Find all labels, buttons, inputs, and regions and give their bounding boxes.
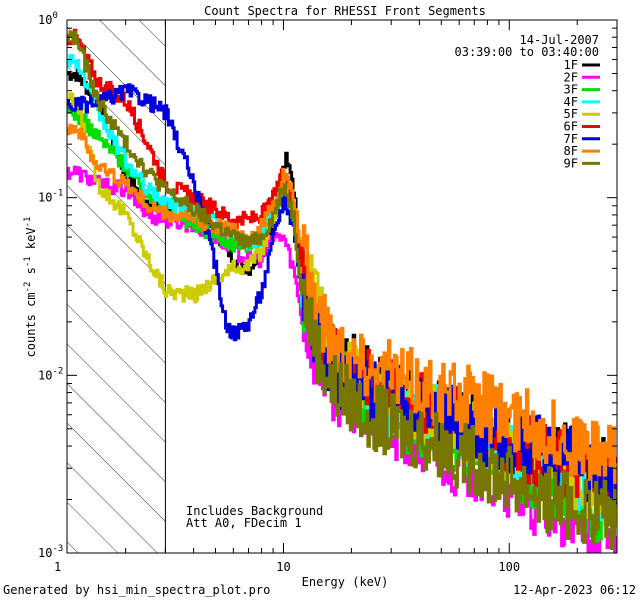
series-9F: [67, 30, 617, 550]
legend-label-2F: 2F: [564, 70, 578, 84]
x-tick-label: 100: [498, 560, 520, 574]
legend-date: 14-Jul-2007: [520, 33, 599, 47]
legend-label-6F: 6F: [564, 120, 578, 134]
plot-frame: [66, 19, 618, 554]
footer-timestamp: 12-Apr-2023 06:12: [513, 583, 636, 597]
legend-label-1F: 1F: [564, 58, 578, 72]
legend-label-7F: 7F: [564, 132, 578, 146]
legend-label-5F: 5F: [564, 107, 578, 121]
footer-generated-by: Generated by hsi_min_spectra_plot.pro: [3, 583, 270, 597]
legend-label-4F: 4F: [564, 95, 578, 109]
annotation-background: Includes Background: [186, 504, 323, 518]
excluded-energy-hatch: [67, 20, 166, 553]
annotation-attenuator: Att A0, FDecim 1: [186, 516, 302, 530]
legend-label-9F: 9F: [564, 156, 578, 170]
y-tick-label: 100: [38, 11, 58, 27]
svg-text:counts cm-2 s-1 keV-1: counts cm-2 s-1 keV-1: [23, 217, 38, 358]
x-tick-label: 1: [54, 560, 61, 574]
chart-title: Count Spectra for RHESSI Front Segments: [204, 4, 486, 18]
legend-time-range: 03:39:00 to 03:40:00: [455, 45, 600, 59]
legend-label-8F: 8F: [564, 144, 578, 158]
series-8F: [67, 123, 617, 484]
y-tick-label: 10-1: [38, 189, 63, 205]
y-tick-label: 10-2: [38, 366, 63, 382]
y-tick-label: 10-3: [38, 544, 63, 560]
x-axis-label: Energy (keV): [302, 575, 389, 589]
legend-label-3F: 3F: [564, 83, 578, 97]
y-axis-label: counts cm-2 s-1 keV-1: [23, 217, 38, 358]
x-tick-label: 10: [276, 560, 290, 574]
